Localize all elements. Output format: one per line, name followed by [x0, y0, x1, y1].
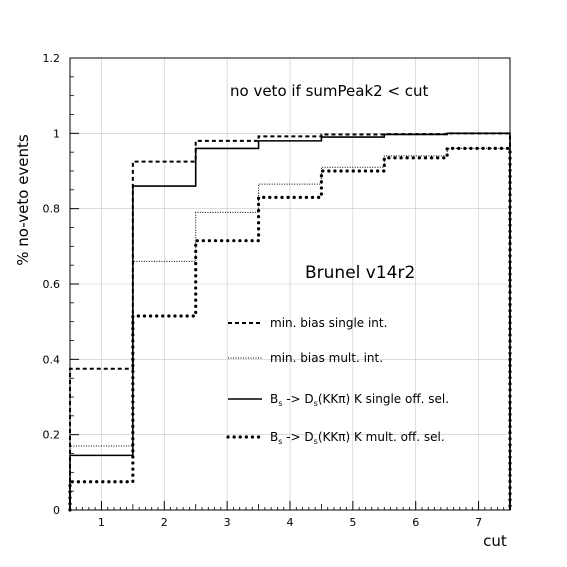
legend-label-4: Bs -> Ds(KKπ) K mult. off. sel.	[270, 430, 445, 446]
series-line-3	[69, 132, 511, 510]
condition-annotation: no veto if sumPeak2 < cut	[230, 82, 429, 100]
version-annotation: Brunel v14r2	[305, 263, 415, 283]
x-tick-label: 7	[475, 516, 482, 529]
y-tick-label: 0	[53, 504, 60, 517]
y-tick-label: 1.2	[43, 52, 61, 65]
tick-labels: 1 2 3 4 5 6 7 0 0.2 0.4 0.6 0.8 1 1.2	[43, 52, 483, 529]
y-axis-label: % no-veto events	[14, 134, 32, 266]
x-tick-label: 6	[412, 516, 419, 529]
series-line-2	[69, 147, 511, 510]
legend-label-2: min. bias mult. int.	[270, 351, 383, 365]
x-tick-label: 3	[224, 516, 231, 529]
series-group	[68, 132, 512, 512]
x-tick-label: 2	[161, 516, 168, 529]
y-tick-label: 0.8	[43, 203, 61, 216]
legend: min. bias single int. min. bias mult. int…	[226, 316, 449, 446]
x-tick-label: 5	[349, 516, 356, 529]
y-tick-label: 1	[53, 127, 60, 140]
legend-label-3: Bs -> Ds(KKπ) K single off. sel.	[270, 392, 449, 408]
x-axis-label: cut	[483, 532, 507, 550]
y-tick-label: 0.6	[43, 278, 61, 291]
legend-label-1: min. bias single int.	[270, 316, 387, 330]
y-tick-label: 0.2	[43, 429, 61, 442]
x-tick-label: 4	[287, 516, 294, 529]
y-tick-label: 0.4	[43, 353, 61, 366]
x-tick-label: 1	[98, 516, 105, 529]
